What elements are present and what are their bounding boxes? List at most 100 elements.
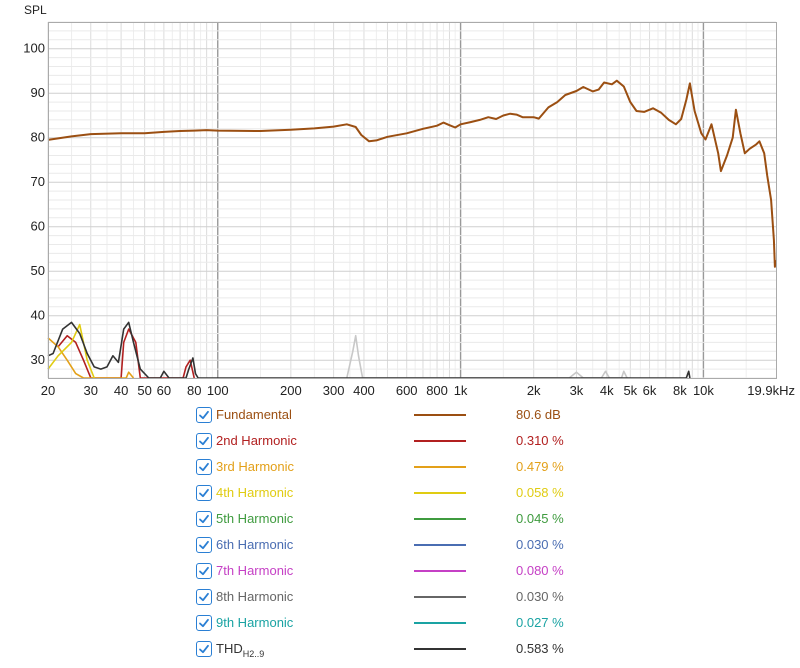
series-thdh2-9-line: [47, 321, 691, 379]
series-fundamental-line: [47, 79, 777, 268]
x-tick-label: 1k: [454, 383, 468, 398]
legend-swatch-line: [414, 648, 466, 650]
legend-checkbox[interactable]: [196, 407, 212, 423]
x-tick-label: 10k: [693, 383, 714, 398]
legend-swatch-line: [414, 544, 466, 546]
legend-value: 0.310 %: [516, 433, 564, 448]
x-tick-label: 3k: [570, 383, 584, 398]
legend-value: 0.027 %: [516, 615, 564, 630]
checkmark-icon: [199, 644, 209, 654]
legend-label: 7th Harmonic: [216, 563, 293, 578]
legend-label-text: 4th Harmonic: [216, 485, 294, 500]
legend-checkbox[interactable]: [196, 459, 212, 475]
legend-checkbox[interactable]: [196, 615, 212, 631]
x-tick-label: 2k: [527, 383, 541, 398]
legend-value: 0.583 %: [516, 641, 564, 656]
legend-row: 2nd Harmonic 0.310 %: [196, 430, 616, 456]
checkmark-icon: [199, 462, 209, 472]
x-tick-label: 4k: [600, 383, 614, 398]
legend-label: 9th Harmonic: [216, 615, 293, 630]
y-tick-label: 90: [31, 85, 45, 100]
spl-chart: SPL 20 30 40 50 60 80 100 200 300 400 600 800 1k 2k 3k…: [23, 3, 795, 398]
legend-row: 4th Harmonic 0.058 %: [196, 482, 616, 508]
legend-label-text: 9th Harmonic: [216, 615, 294, 630]
legend-swatch-line: [414, 492, 466, 494]
checkmark-icon: [199, 514, 209, 524]
y-tick-label: 50: [31, 263, 45, 278]
legend-label: 2nd Harmonic: [216, 433, 297, 448]
series-3rd-harmonic-line: [47, 337, 135, 379]
legend-value: 0.045 %: [516, 511, 564, 526]
legend-checkbox[interactable]: [196, 589, 212, 605]
legend-label: 6th Harmonic: [216, 537, 293, 552]
legend-value: 0.058 %: [516, 485, 564, 500]
checkmark-icon: [199, 618, 209, 628]
legend-row: 7th Harmonic 0.080 %: [196, 560, 616, 586]
x-tick-label: 40: [114, 383, 128, 398]
x-tick-label: 300: [323, 383, 345, 398]
legend-swatch-line: [414, 518, 466, 520]
legend-checkbox[interactable]: [196, 537, 212, 553]
legend-label: 8th Harmonic: [216, 589, 293, 604]
legend-value: 0.080 %: [516, 563, 564, 578]
y-tick-label: 30: [31, 352, 45, 367]
x-tick-label: 400: [353, 383, 375, 398]
legend-checkbox[interactable]: [196, 511, 212, 527]
legend-row: 5th Harmonic 0.045 %: [196, 508, 616, 534]
legend-swatch-line: [414, 622, 466, 624]
x-tick-label: 100: [207, 383, 229, 398]
legend-checkbox[interactable]: [196, 485, 212, 501]
x-tick-label: 20: [41, 383, 55, 398]
legend-swatch-line: [414, 466, 466, 468]
legend-label: THDH2..9: [216, 641, 264, 659]
x-tick-label: 8k: [673, 383, 687, 398]
x-tick-label: 600: [396, 383, 418, 398]
legend-value: 80.6 dB: [516, 407, 561, 422]
x-tick-label: 5k: [623, 383, 637, 398]
legend-checkbox[interactable]: [196, 433, 212, 449]
x-tick-labels: 20 30 40 50 60 80 100 200 300 400 600 800 1k 2k 3k 4k 5k…: [41, 383, 795, 398]
legend-label-text: 2nd Harmonic: [216, 433, 297, 448]
legend-value: 0.030 %: [516, 537, 564, 552]
x-tick-label: 80: [187, 383, 201, 398]
x-tick-label: 30: [84, 383, 98, 398]
checkmark-icon: [199, 592, 209, 602]
y-tick-label: 70: [31, 174, 45, 189]
legend-label: 5th Harmonic: [216, 511, 293, 526]
checkmark-icon: [199, 488, 209, 498]
legend-swatch-line: [414, 570, 466, 572]
legend-label-text: 5th Harmonic: [216, 511, 294, 526]
legend-label-text: 3rd Harmonic: [216, 459, 295, 474]
series-4th-harmonic-line: [47, 323, 95, 379]
legend-swatch-line: [414, 414, 466, 416]
series-2nd-harmonic-line: [57, 328, 195, 379]
legend-swatch-line: [414, 440, 466, 442]
y-tick-label: 60: [31, 219, 45, 234]
checkmark-icon: [199, 566, 209, 576]
y-tick-labels: 30 40 50 60 70 80 90 100: [23, 41, 45, 368]
legend-row: 3rd Harmonic 0.479 %: [196, 456, 616, 482]
legend-label-text: Fundamental: [216, 407, 292, 422]
x-tick-label: 19.9kHz: [747, 383, 795, 398]
y-tick-label: 40: [31, 308, 45, 323]
plot-frame: [48, 22, 777, 379]
x-tick-label: 6k: [643, 383, 657, 398]
grid: [47, 21, 776, 379]
legend-checkbox[interactable]: [196, 563, 212, 579]
y-tick-label: 80: [31, 130, 45, 145]
legend-label-text: THD: [216, 641, 243, 656]
legend-row: Fundamental 80.6 dB: [196, 404, 616, 430]
series-layer: [47, 79, 777, 379]
legend-label: 3rd Harmonic: [216, 459, 294, 474]
x-tick-label: 800: [426, 383, 448, 398]
legend-checkbox[interactable]: [196, 641, 212, 657]
legend-label: 4th Harmonic: [216, 485, 293, 500]
legend-row: 8th Harmonic 0.030 %: [196, 586, 616, 612]
legend-row: 9th Harmonic 0.027 %: [196, 612, 616, 638]
x-tick-label: 60: [157, 383, 171, 398]
legend-value: 0.030 %: [516, 589, 564, 604]
legend-label-subscript: H2..9: [242, 649, 265, 659]
legend-row: 6th Harmonic 0.030 %: [196, 534, 616, 560]
y-tick-label: 100: [23, 41, 45, 56]
x-tick-label: 200: [280, 383, 302, 398]
